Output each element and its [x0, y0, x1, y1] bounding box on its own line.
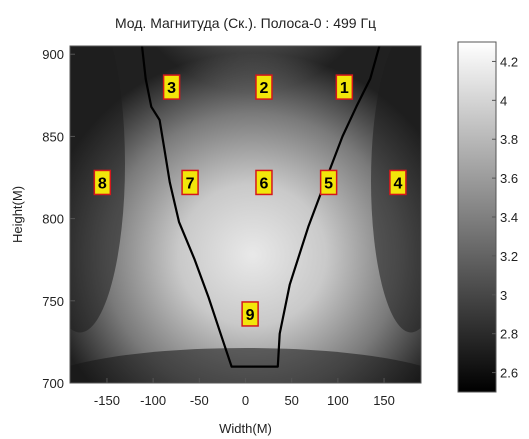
marker-box [93, 169, 112, 196]
y-tick-label: 700 [42, 376, 64, 391]
marker-4: 4 [389, 169, 407, 196]
x-tick-label: -100 [140, 393, 166, 408]
y-tick-label: 750 [42, 294, 64, 309]
boundary-line [140, 45, 381, 368]
marker-box [241, 301, 259, 327]
heatmap-dark-region-right [371, 46, 421, 333]
marker-label: 2 [260, 80, 269, 97]
colorbar-tick-label: 2.8 [500, 327, 518, 342]
x-tick-label: 50 [284, 393, 298, 408]
x-tick-label: -50 [190, 393, 209, 408]
colorbar-tick-label: 3 [500, 288, 507, 303]
y-tick-label: 850 [42, 129, 64, 144]
marker-box [335, 74, 354, 100]
marker-label: 6 [260, 175, 269, 192]
marker-box [255, 74, 273, 100]
marker-1: 1 [335, 74, 354, 100]
x-tick-label: 100 [327, 393, 349, 408]
colorbar-ticks: 2.6 2.8 3 3.2 3.4 3.6 3.8 4 4.2 [492, 54, 518, 381]
colorbar-tick-label: 3.2 [500, 249, 518, 264]
marker-box [162, 74, 181, 100]
marker-label: 4 [393, 175, 402, 192]
marker-box [319, 169, 338, 196]
colorbar: 2.6 2.8 3 3.2 3.4 3.6 3.8 4 4.2 [457, 41, 518, 393]
colorbar-tick-label: 4 [500, 93, 507, 108]
marker-6: 6 [255, 169, 273, 196]
marker-3: 3 [162, 74, 181, 100]
marker-box [389, 169, 407, 196]
x-axis-label: Width(M) [219, 421, 272, 436]
y-tick-label: 800 [42, 212, 64, 227]
marker-label: 7 [186, 175, 195, 192]
y-tick-label: 900 [42, 47, 64, 62]
y-axis-ticks: 700 750 800 850 900 [42, 47, 75, 391]
marker-9: 9 [241, 301, 259, 327]
plot-area: 1 2 3 4 5 6 7 8 9 [69, 45, 422, 384]
marker-label: 5 [324, 175, 333, 192]
x-axis-ticks: -150 -100 -50 0 50 100 150 [94, 378, 395, 408]
markers: 1 2 3 4 5 6 7 8 9 [93, 74, 407, 327]
heatmap-dark-region-bottom [70, 348, 421, 383]
colorbar-gradient [457, 41, 497, 393]
colorbar-tick-label: 3.4 [500, 210, 518, 225]
y-axis-label: Height(M) [10, 186, 25, 243]
marker-label: 1 [340, 80, 349, 97]
marker-label: 9 [246, 307, 255, 324]
colorbar-tick-label: 4.2 [500, 54, 518, 69]
colorbar-tick-label: 3.6 [500, 171, 518, 186]
x-tick-label: -150 [94, 393, 120, 408]
chart-title: Мод. Магнитуда (Ск.). Полоса-0 : 499 Гц [115, 15, 376, 31]
colorbar-tick-label: 2.6 [500, 366, 518, 381]
marker-label: 8 [98, 175, 107, 192]
marker-2: 2 [255, 74, 273, 100]
marker-8: 8 [93, 169, 112, 196]
colorbar-tick-label: 3.8 [500, 132, 518, 147]
marker-label: 3 [167, 80, 176, 97]
x-tick-label: 150 [373, 393, 395, 408]
marker-7: 7 [181, 169, 199, 196]
x-tick-label: 0 [242, 393, 249, 408]
marker-box [181, 169, 199, 196]
marker-5: 5 [319, 169, 338, 196]
marker-box [255, 169, 273, 196]
